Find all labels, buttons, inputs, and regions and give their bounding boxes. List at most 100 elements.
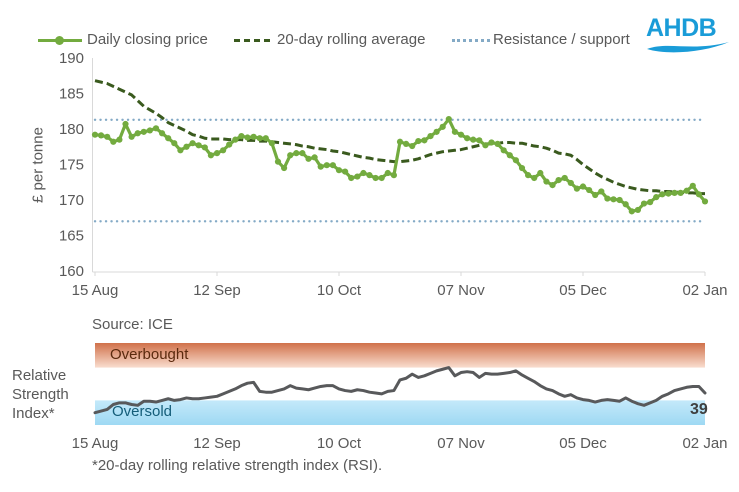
daily-price-marker <box>287 152 294 159</box>
daily-price-marker <box>226 141 233 148</box>
daily-price-marker <box>518 164 526 172</box>
y-tick-label: 175 <box>59 157 84 174</box>
daily-price-marker <box>415 137 422 145</box>
daily-price-marker <box>403 140 410 148</box>
daily-price-marker <box>366 172 373 179</box>
overbought-label: Overbought <box>110 346 189 363</box>
daily-price-marker <box>354 173 361 180</box>
daily-price-marker <box>701 198 709 205</box>
daily-price-marker <box>476 137 483 144</box>
x-tick-label: 10 Oct <box>317 282 362 299</box>
daily-price-marker <box>427 133 434 140</box>
legend-label-resistance: Resistance / support <box>493 31 630 48</box>
daily-price-marker <box>220 147 227 154</box>
rsi-footnote: *20-day rolling relative strength index … <box>92 457 383 474</box>
daily-price-marker <box>177 147 184 154</box>
ahdb-logo-wave-icon <box>647 42 729 53</box>
daily-price-marker <box>274 158 282 165</box>
legend-swatch-average <box>234 39 270 42</box>
daily-price-marker <box>537 169 544 177</box>
daily-price-marker <box>604 195 611 202</box>
daily-price-marker <box>665 190 672 197</box>
oversold-label: Oversold <box>112 403 173 420</box>
ahdb-logo-text: AHDB <box>646 14 717 42</box>
daily-price-marker <box>207 152 214 159</box>
daily-price-markers <box>91 115 709 215</box>
daily-price-marker <box>586 186 593 194</box>
daily-price-marker <box>671 189 678 196</box>
rsi-current-value: 39 <box>690 401 708 418</box>
daily-price-marker <box>213 150 221 157</box>
daily-price-marker <box>409 142 416 150</box>
rsi-x-tick-label: 10 Oct <box>317 435 362 452</box>
daily-price-marker <box>238 133 245 140</box>
daily-price-marker <box>378 174 385 182</box>
daily-price-marker <box>189 140 196 147</box>
rsi-axis-label: Relative Strength Index* <box>12 367 69 422</box>
daily-price-marker <box>579 183 587 190</box>
rsi-line <box>93 366 707 415</box>
daily-price-marker <box>281 164 288 172</box>
daily-price-marker <box>348 174 355 182</box>
daily-price-marker <box>104 133 111 140</box>
rsi-x-tick-label: 15 Aug <box>72 435 119 452</box>
y-tick-label: 165 <box>59 228 84 245</box>
daily-price-marker <box>482 142 489 149</box>
price-chart-plot: 160 165 170 175 180 185 190 15 Aug 12 Sep 10 Oct 0… <box>59 50 728 299</box>
daily-price-marker <box>451 128 458 135</box>
daily-price-marker <box>183 143 190 150</box>
x-tick-label: 02 Jan <box>682 282 727 299</box>
daily-price-marker <box>329 162 336 169</box>
daily-price-marker <box>256 135 263 142</box>
rsi-x-tick-label: 05 Dec <box>559 435 607 452</box>
daily-price-marker <box>592 191 599 199</box>
rsi-x-tick-label: 12 Sep <box>193 435 241 452</box>
daily-price-marker <box>159 130 166 137</box>
daily-price-marker <box>622 201 629 208</box>
daily-price-marker <box>549 181 556 189</box>
daily-price-marker <box>134 130 141 137</box>
daily-price-marker <box>488 139 495 146</box>
x-tick-label: 15 Aug <box>72 282 119 299</box>
daily-price-marker <box>335 167 343 174</box>
daily-price-marker <box>128 133 135 140</box>
daily-price-marker <box>500 147 507 154</box>
daily-price-marker <box>262 135 269 142</box>
daily-price-marker <box>555 177 562 184</box>
daily-price-marker <box>677 189 684 196</box>
daily-price-marker <box>390 172 397 179</box>
daily-price-marker <box>433 128 440 135</box>
daily-price-marker <box>610 196 617 203</box>
daily-price-marker <box>396 138 404 145</box>
y-tick-label: 170 <box>59 192 84 209</box>
daily-price-marker <box>573 185 581 192</box>
daily-price-marker <box>457 131 465 138</box>
daily-price-marker <box>305 155 312 162</box>
daily-price-marker <box>342 168 349 175</box>
daily-price-marker <box>268 140 275 147</box>
daily-price-marker <box>250 133 257 140</box>
y-tick-label: 180 <box>59 121 84 138</box>
x-tick-label: 05 Dec <box>559 282 607 299</box>
daily-price-marker <box>628 208 635 215</box>
daily-price-marker <box>567 179 574 187</box>
legend-swatch-daily <box>38 36 82 45</box>
daily-price-marker <box>317 163 324 170</box>
rsi-chart-plot: 15 Aug 12 Sep 10 Oct 07 Nov 05 Dec 02 Jan <box>72 343 728 452</box>
x-tick-label: 07 Nov <box>437 282 485 299</box>
daily-price-marker <box>647 199 654 206</box>
legend-label-daily: Daily closing price <box>87 31 208 48</box>
overbought-band <box>95 343 705 368</box>
daily-price-marker <box>683 187 690 194</box>
daily-price-marker <box>531 174 538 182</box>
daily-price-marker <box>323 162 330 169</box>
daily-price-marker <box>152 125 160 132</box>
legend-label-average: 20-day rolling average <box>277 31 426 48</box>
daily-price-marker <box>494 140 501 148</box>
daily-price-marker <box>439 123 446 130</box>
daily-price-marker <box>525 172 532 179</box>
daily-price-marker <box>653 194 660 201</box>
daily-price-marker <box>464 135 471 142</box>
daily-price-marker <box>689 182 696 189</box>
